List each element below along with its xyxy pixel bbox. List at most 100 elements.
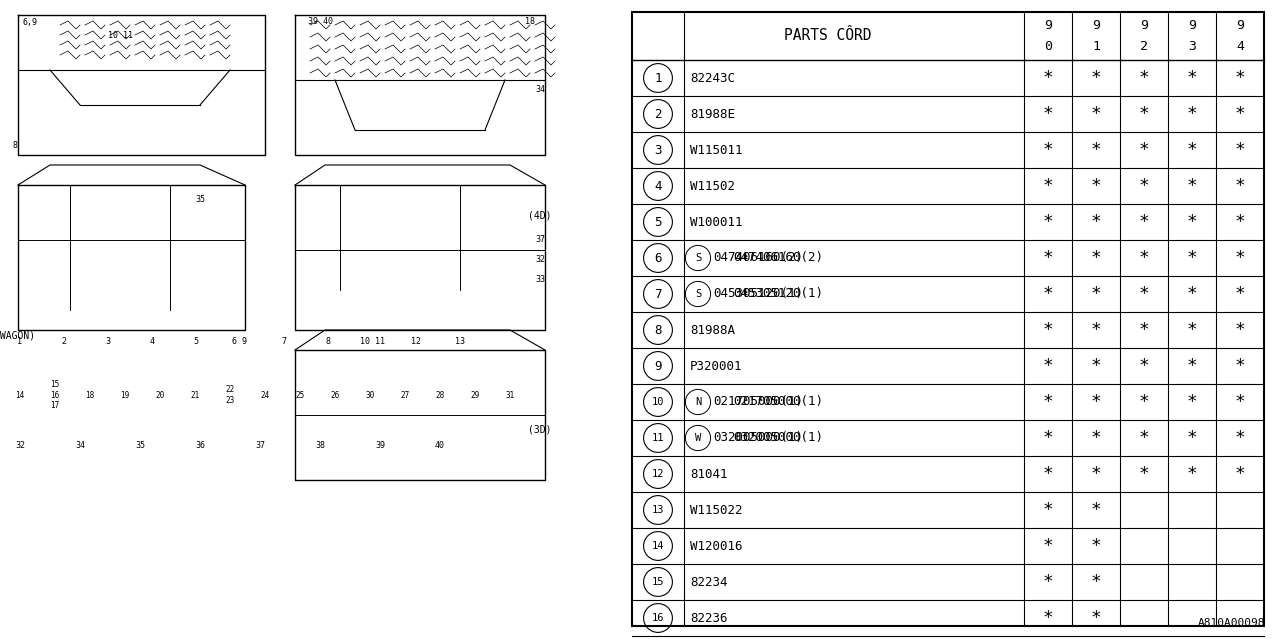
Bar (291, 400, 310, 425)
Text: *: * (1091, 501, 1101, 519)
Text: 045305120(1): 045305120(1) (733, 287, 823, 301)
Text: 81041: 81041 (690, 467, 727, 481)
Bar (150, 400, 170, 425)
Text: 38: 38 (315, 440, 325, 449)
Bar (465, 400, 485, 425)
Text: *: * (1139, 213, 1149, 231)
Bar (369, 450, 392, 478)
Text: *: * (1091, 141, 1101, 159)
Text: *: * (1091, 573, 1101, 591)
Bar (68, 450, 92, 478)
Text: 032005000(1): 032005000(1) (714, 431, 804, 445)
Text: 14: 14 (15, 390, 24, 399)
Text: 37: 37 (255, 440, 265, 449)
Text: *: * (1043, 465, 1053, 483)
Text: 28: 28 (435, 390, 444, 399)
Text: 9: 9 (1236, 19, 1244, 32)
Bar (255, 400, 275, 425)
Text: 1: 1 (654, 72, 662, 84)
Text: *: * (1235, 321, 1245, 339)
Text: N: N (695, 397, 701, 407)
Text: 34: 34 (76, 440, 84, 449)
Bar (188, 450, 212, 478)
Text: 0: 0 (1044, 40, 1052, 53)
Text: 12: 12 (411, 337, 421, 346)
Text: 4: 4 (654, 179, 662, 193)
Bar (10, 400, 29, 425)
Text: 30: 30 (365, 390, 375, 399)
Text: *: * (1187, 249, 1197, 267)
Text: 35: 35 (134, 440, 145, 449)
Text: 32: 32 (15, 440, 26, 449)
Text: *: * (1187, 393, 1197, 411)
Text: *: * (1043, 393, 1053, 411)
Text: *: * (1235, 177, 1245, 195)
Text: 9: 9 (1044, 19, 1052, 32)
Text: W120016: W120016 (690, 540, 742, 552)
Text: 021705000(1): 021705000(1) (714, 396, 804, 408)
Text: 8: 8 (325, 337, 330, 346)
Text: *: * (1091, 537, 1101, 555)
Text: 35: 35 (195, 195, 205, 205)
Bar (360, 347, 384, 375)
Text: 13: 13 (454, 337, 465, 346)
Text: 25: 25 (296, 390, 305, 399)
Text: *: * (1091, 177, 1101, 195)
Text: *: * (1187, 69, 1197, 87)
Text: 5: 5 (654, 216, 662, 228)
Bar (228, 347, 252, 375)
Bar (404, 347, 428, 375)
Text: *: * (1235, 285, 1245, 303)
Text: *: * (1187, 357, 1197, 375)
Bar (220, 400, 241, 425)
Text: (3D): (3D) (529, 425, 552, 435)
Text: (4D): (4D) (529, 210, 552, 220)
Text: W11502: W11502 (690, 179, 735, 193)
Text: *: * (1091, 393, 1101, 411)
Bar (273, 347, 296, 375)
Text: 5: 5 (193, 337, 198, 346)
Text: *: * (1043, 357, 1053, 375)
Text: *: * (1043, 105, 1053, 123)
Text: *: * (1091, 609, 1101, 627)
Text: *: * (1043, 285, 1053, 303)
Text: 8: 8 (654, 323, 662, 337)
Bar (325, 400, 346, 425)
Text: *: * (1187, 429, 1197, 447)
Text: 8: 8 (13, 141, 18, 150)
Bar (186, 400, 205, 425)
Bar (184, 347, 207, 375)
Text: 40: 40 (435, 440, 445, 449)
Text: (WAGON): (WAGON) (0, 330, 36, 340)
Text: S: S (695, 289, 701, 299)
Text: S: S (695, 253, 701, 263)
Text: 9: 9 (1140, 19, 1148, 32)
Text: *: * (1187, 465, 1197, 483)
Text: *: * (1091, 357, 1101, 375)
Text: 13: 13 (652, 505, 664, 515)
Text: PARTS CÔRD: PARTS CÔRD (785, 29, 872, 44)
Text: 3: 3 (654, 143, 662, 157)
Text: *: * (1091, 213, 1101, 231)
Text: 021705000(1): 021705000(1) (733, 396, 823, 408)
Text: *: * (1043, 141, 1053, 159)
Text: 045305120(1): 045305120(1) (714, 287, 804, 301)
Bar (430, 400, 451, 425)
Text: *: * (1235, 429, 1245, 447)
Text: 10: 10 (652, 397, 664, 407)
Text: *: * (1139, 429, 1149, 447)
Text: *: * (1139, 69, 1149, 87)
Text: *: * (1235, 141, 1245, 159)
Text: 81988A: 81988A (690, 323, 735, 337)
Text: *: * (1235, 69, 1245, 87)
Text: 21: 21 (191, 390, 200, 399)
Text: 3: 3 (105, 337, 110, 346)
Text: 7: 7 (654, 287, 662, 301)
Bar (316, 347, 340, 375)
Text: 39: 39 (375, 440, 385, 449)
Text: *: * (1043, 213, 1053, 231)
Text: 10 11: 10 11 (108, 31, 133, 40)
Bar (140, 347, 164, 375)
Text: 6 9: 6 9 (233, 337, 247, 346)
Text: *: * (1187, 285, 1197, 303)
